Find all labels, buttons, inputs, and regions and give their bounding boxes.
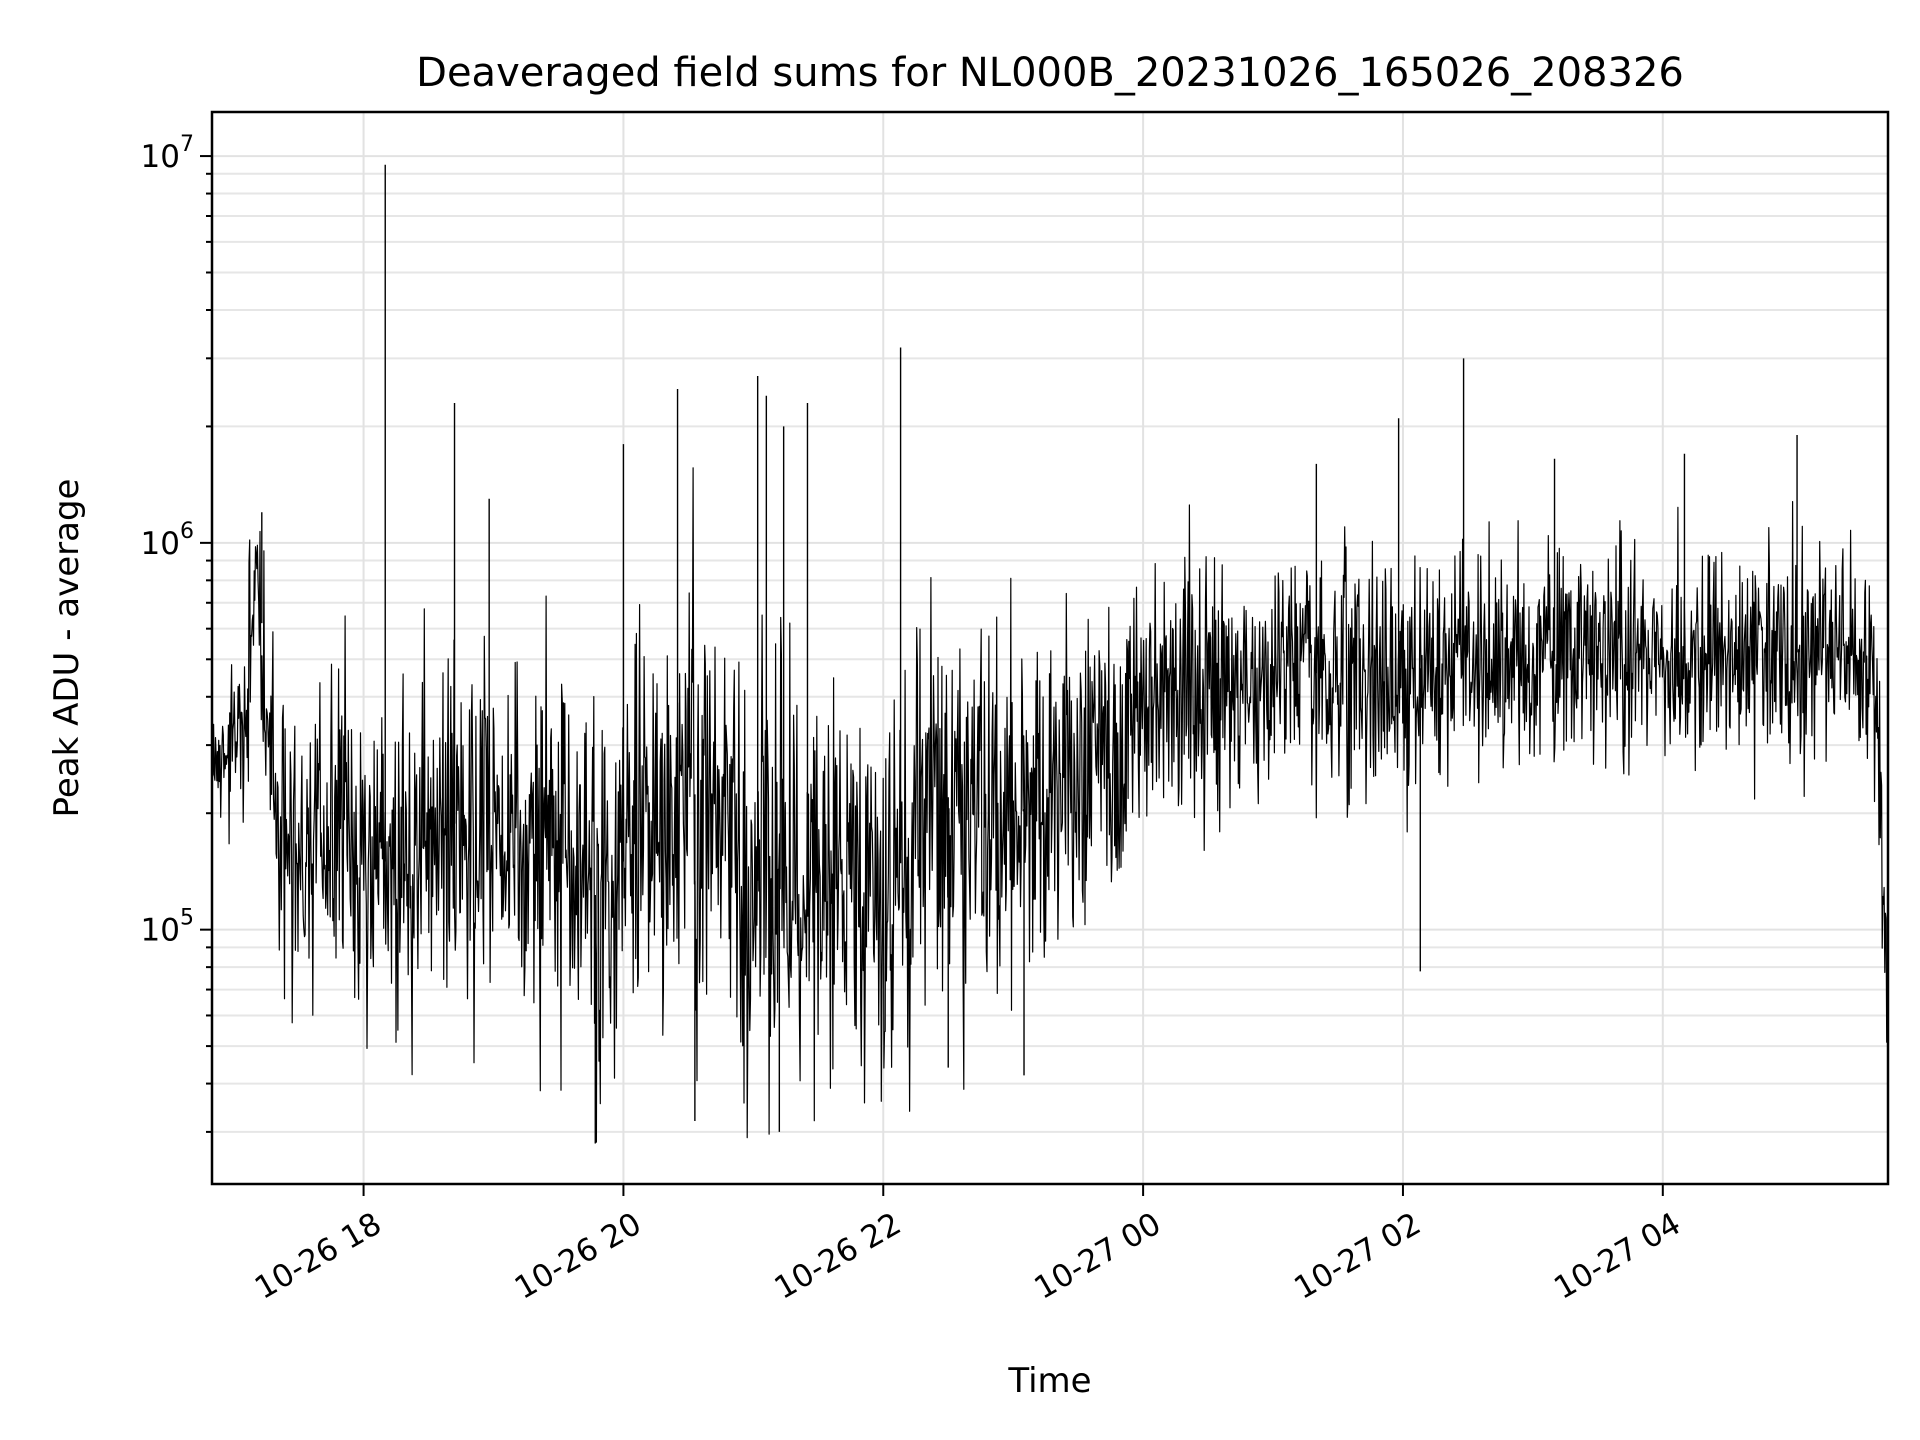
x-tick-label: 10-27 04 [1548,1206,1687,1307]
y-axis: 105 106 107 [141,132,212,1133]
plot-frame [210,110,1890,1186]
series-line [212,467,1889,1143]
y-tick-label: 107 [141,132,194,175]
y-axis-label: Peak ADU - average [47,479,87,818]
x-tick-label: 10-27 02 [1288,1206,1427,1307]
x-tick-label: 10-26 20 [509,1206,648,1307]
x-axis-label: Time [1007,1361,1091,1401]
x-tick-label: 10-26 18 [249,1206,388,1307]
x-axis: 10-26 18 10-26 20 10-26 22 10-27 00 10-27 02… [249,1184,1687,1307]
x-tick-label: 10-27 00 [1028,1206,1167,1307]
x-tick-label: 10-26 22 [769,1206,908,1307]
y-tick-label: 105 [141,906,194,949]
y-tick-label: 106 [141,519,194,562]
series-spikes [261,164,1798,1144]
chart-title: Deaveraged field sums for NL000B_2023102… [416,50,1684,96]
